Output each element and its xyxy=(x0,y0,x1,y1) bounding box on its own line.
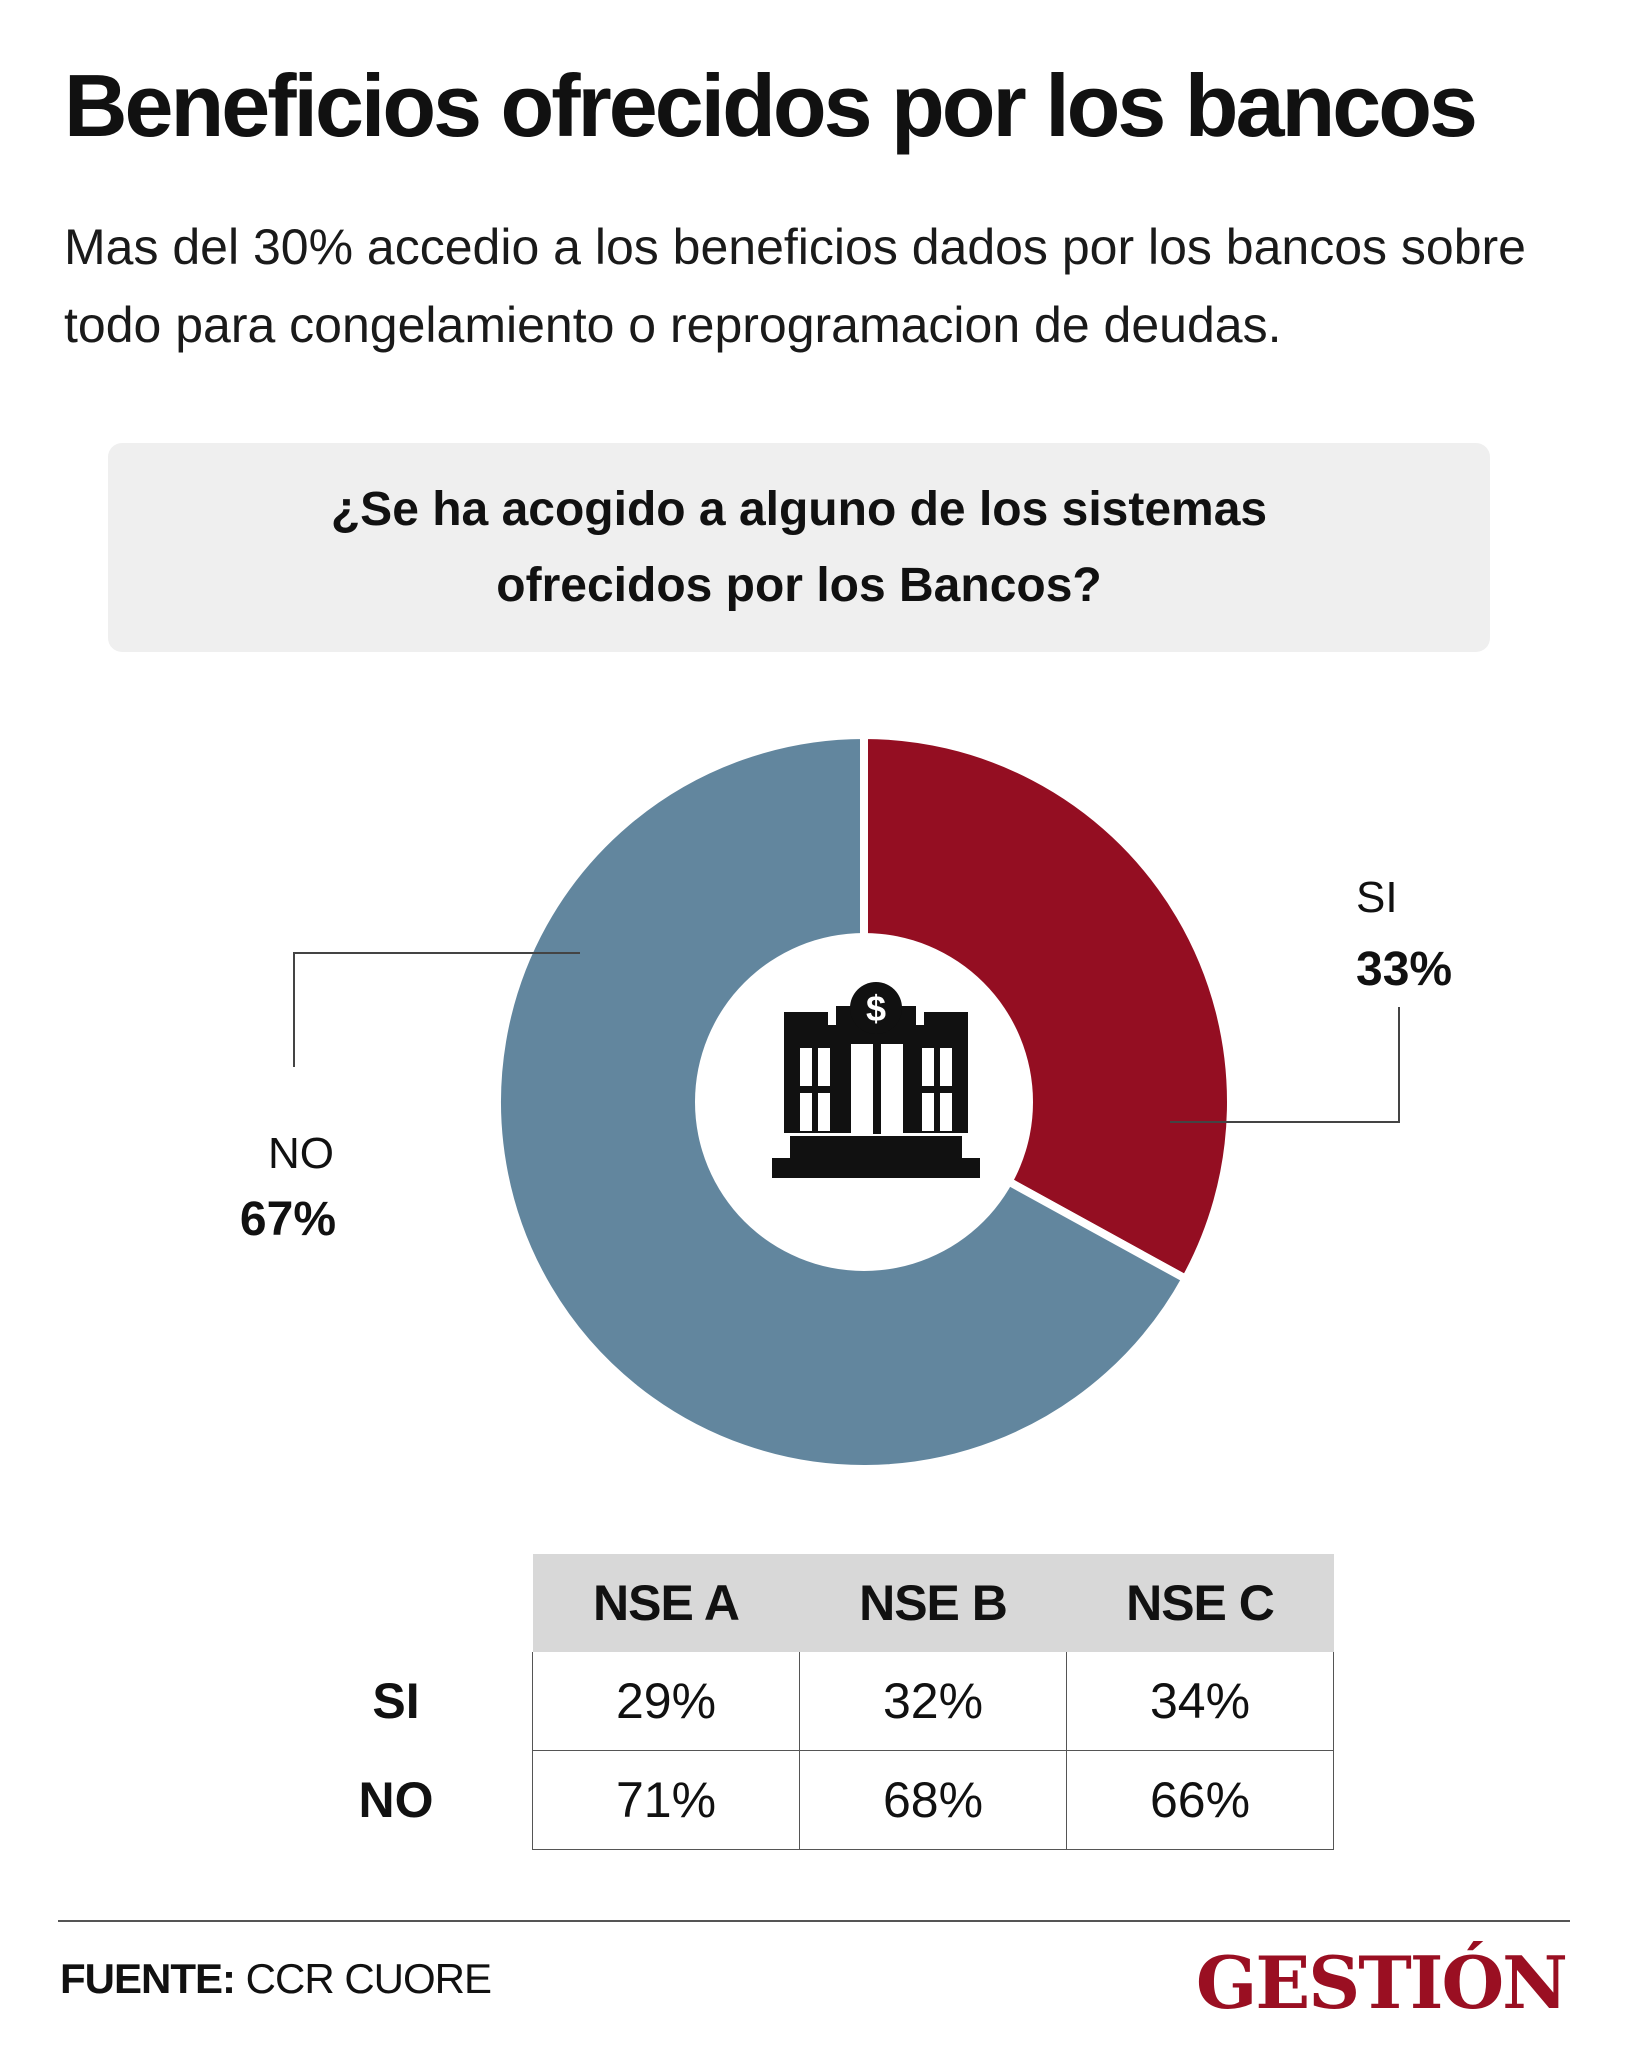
subtitle: Mas del 30% accedio a los beneficios dad… xyxy=(64,219,1526,353)
table-row: NO 71% 68% 66% xyxy=(260,1750,1334,1850)
table-header-row: NSE A NSE B NSE C xyxy=(260,1554,1334,1652)
page-title: Beneficios ofrecidos por los bancos xyxy=(64,56,1478,155)
si-leader-line xyxy=(1170,1007,1400,1123)
row-label-no: NO xyxy=(358,1772,434,1828)
nse-table: NSE A NSE B NSE C SI 29% 32% 34% NO 71% … xyxy=(260,1554,1334,1850)
col-nse-a: NSE A xyxy=(532,1554,800,1652)
cell-no-nse-c: 66% xyxy=(1066,1750,1334,1850)
footer-divider xyxy=(58,1920,1570,1922)
row-label-si: SI xyxy=(372,1673,420,1730)
question-box: ¿Se ha acogido a alguno de los sistemas … xyxy=(108,443,1490,652)
source-label: FUENTE: xyxy=(60,1955,236,2002)
no-value: 67% xyxy=(240,1193,336,1246)
cell-si-nse-c: 34% xyxy=(1066,1652,1334,1751)
si-label: SI xyxy=(1356,873,1398,922)
col-nse-c: NSE C xyxy=(1066,1554,1334,1652)
cell-si-nse-b: 32% xyxy=(799,1652,1067,1751)
si-value: 33% xyxy=(1356,943,1452,996)
cell-no-nse-b: 68% xyxy=(799,1750,1067,1850)
no-label: NO xyxy=(268,1129,334,1178)
table-row: SI 29% 32% 34% xyxy=(260,1652,1334,1751)
question-text: ¿Se ha acogido a alguno de los sistemas … xyxy=(330,482,1268,612)
col-nse-b: NSE B xyxy=(799,1554,1067,1652)
cell-si-nse-a: 29% xyxy=(532,1652,800,1751)
bank-building-icon: $ xyxy=(772,982,980,1178)
source-credit: FUENTE: CCR CUORE xyxy=(60,1955,492,2003)
donut-chart: $ SI 33% NO 67% xyxy=(240,730,1452,1473)
no-leader-line xyxy=(293,952,580,1067)
cell-no-nse-a: 71% xyxy=(532,1750,800,1850)
gestion-logo: GESTIÓN xyxy=(1195,1940,1568,2025)
source-value: CCR CUORE xyxy=(245,1955,492,2002)
svg-text:$: $ xyxy=(866,988,886,1029)
